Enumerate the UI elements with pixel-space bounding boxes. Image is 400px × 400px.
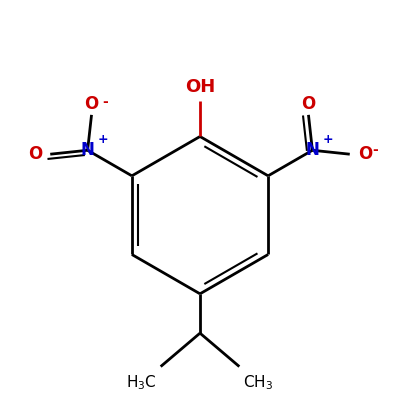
Text: O: O: [84, 95, 99, 113]
Text: N: N: [306, 141, 319, 159]
Text: N: N: [81, 141, 94, 159]
Text: O: O: [301, 95, 316, 113]
Text: +: +: [98, 132, 108, 146]
Text: H$_3$C: H$_3$C: [126, 374, 157, 392]
Text: O: O: [358, 145, 372, 163]
Text: +: +: [322, 132, 333, 146]
Text: -: -: [102, 95, 108, 109]
Text: CH$_3$: CH$_3$: [243, 374, 274, 392]
Text: -: -: [372, 143, 378, 157]
Text: O: O: [28, 145, 42, 163]
Text: OH: OH: [185, 78, 215, 96]
